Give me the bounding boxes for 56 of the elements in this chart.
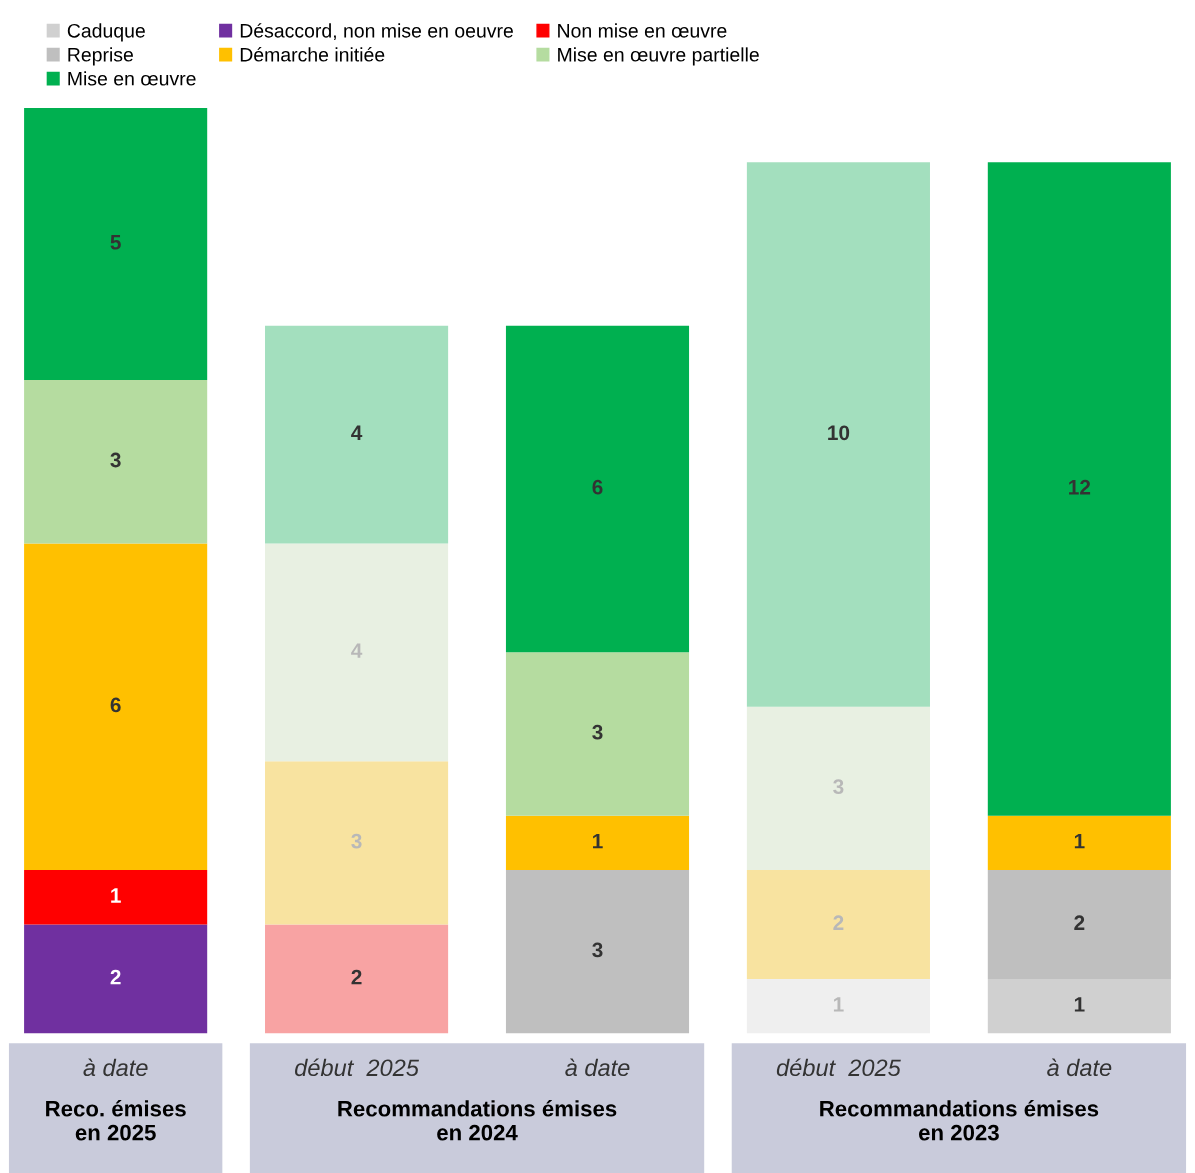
bar (505, 870, 690, 1034)
data-label: 6 (592, 479, 603, 495)
x-tick-label: début 2025 (776, 1058, 901, 1077)
data-label: 2 (351, 969, 362, 985)
bar (265, 325, 449, 544)
bar (265, 543, 449, 762)
bar (505, 815, 690, 871)
data-label: 1 (593, 833, 603, 849)
legend-label: Démarche initiée (240, 47, 385, 62)
legend-label: Mise en œuvre partielle (558, 47, 759, 66)
data-label: 6 (110, 697, 121, 713)
data-label: 12 (1069, 479, 1091, 495)
bar (746, 706, 930, 871)
bar (24, 380, 208, 544)
data-label: 2 (110, 969, 121, 985)
x-tick-label: à date (565, 1058, 630, 1077)
data-label: 4 (351, 425, 363, 440)
bar (987, 162, 1171, 816)
data-label: 1 (1074, 997, 1085, 1012)
data-label: 1 (111, 888, 121, 903)
data-label: 3 (351, 833, 362, 849)
data-label: 3 (110, 452, 121, 468)
legend-label: Mise en œuvre (68, 71, 196, 86)
legend-label: Désaccord, non mise en oeuvre (240, 23, 513, 40)
bar (24, 543, 208, 871)
x-tick-label: à date (83, 1058, 148, 1077)
bar (746, 870, 930, 979)
text: Reco. émises en 2025 (46, 1100, 186, 1141)
bar (24, 870, 208, 925)
data-label: 10 (828, 425, 850, 441)
bar (505, 325, 690, 653)
legend-label: Non mise en œuvre (558, 23, 727, 38)
bar (746, 162, 930, 707)
bar (746, 978, 930, 1034)
bar (24, 924, 208, 1034)
bar (505, 652, 690, 816)
bar (987, 870, 1171, 979)
data-label: 3 (833, 779, 844, 795)
bar (265, 924, 449, 1034)
x-tick-label: début 2025 (295, 1058, 419, 1077)
bar (987, 815, 1171, 871)
text: Recommandations émises en 2024 (338, 1100, 617, 1141)
data-label: 2 (1074, 915, 1085, 930)
bar (24, 107, 208, 381)
data-label: 3 (592, 942, 603, 958)
data-label: 4 (351, 643, 363, 658)
data-label: 5 (110, 235, 121, 250)
x-tick-label: à date (1047, 1058, 1112, 1077)
legend-label: Caduque (67, 23, 145, 42)
legend-label: Reprise (68, 47, 133, 66)
data-label: 2 (833, 915, 844, 930)
bar (265, 761, 449, 925)
bar (987, 978, 1171, 1034)
data-label: 3 (592, 724, 603, 740)
text: Recommandations émises en 2023 (820, 1100, 1099, 1141)
data-label: 1 (1074, 833, 1085, 849)
